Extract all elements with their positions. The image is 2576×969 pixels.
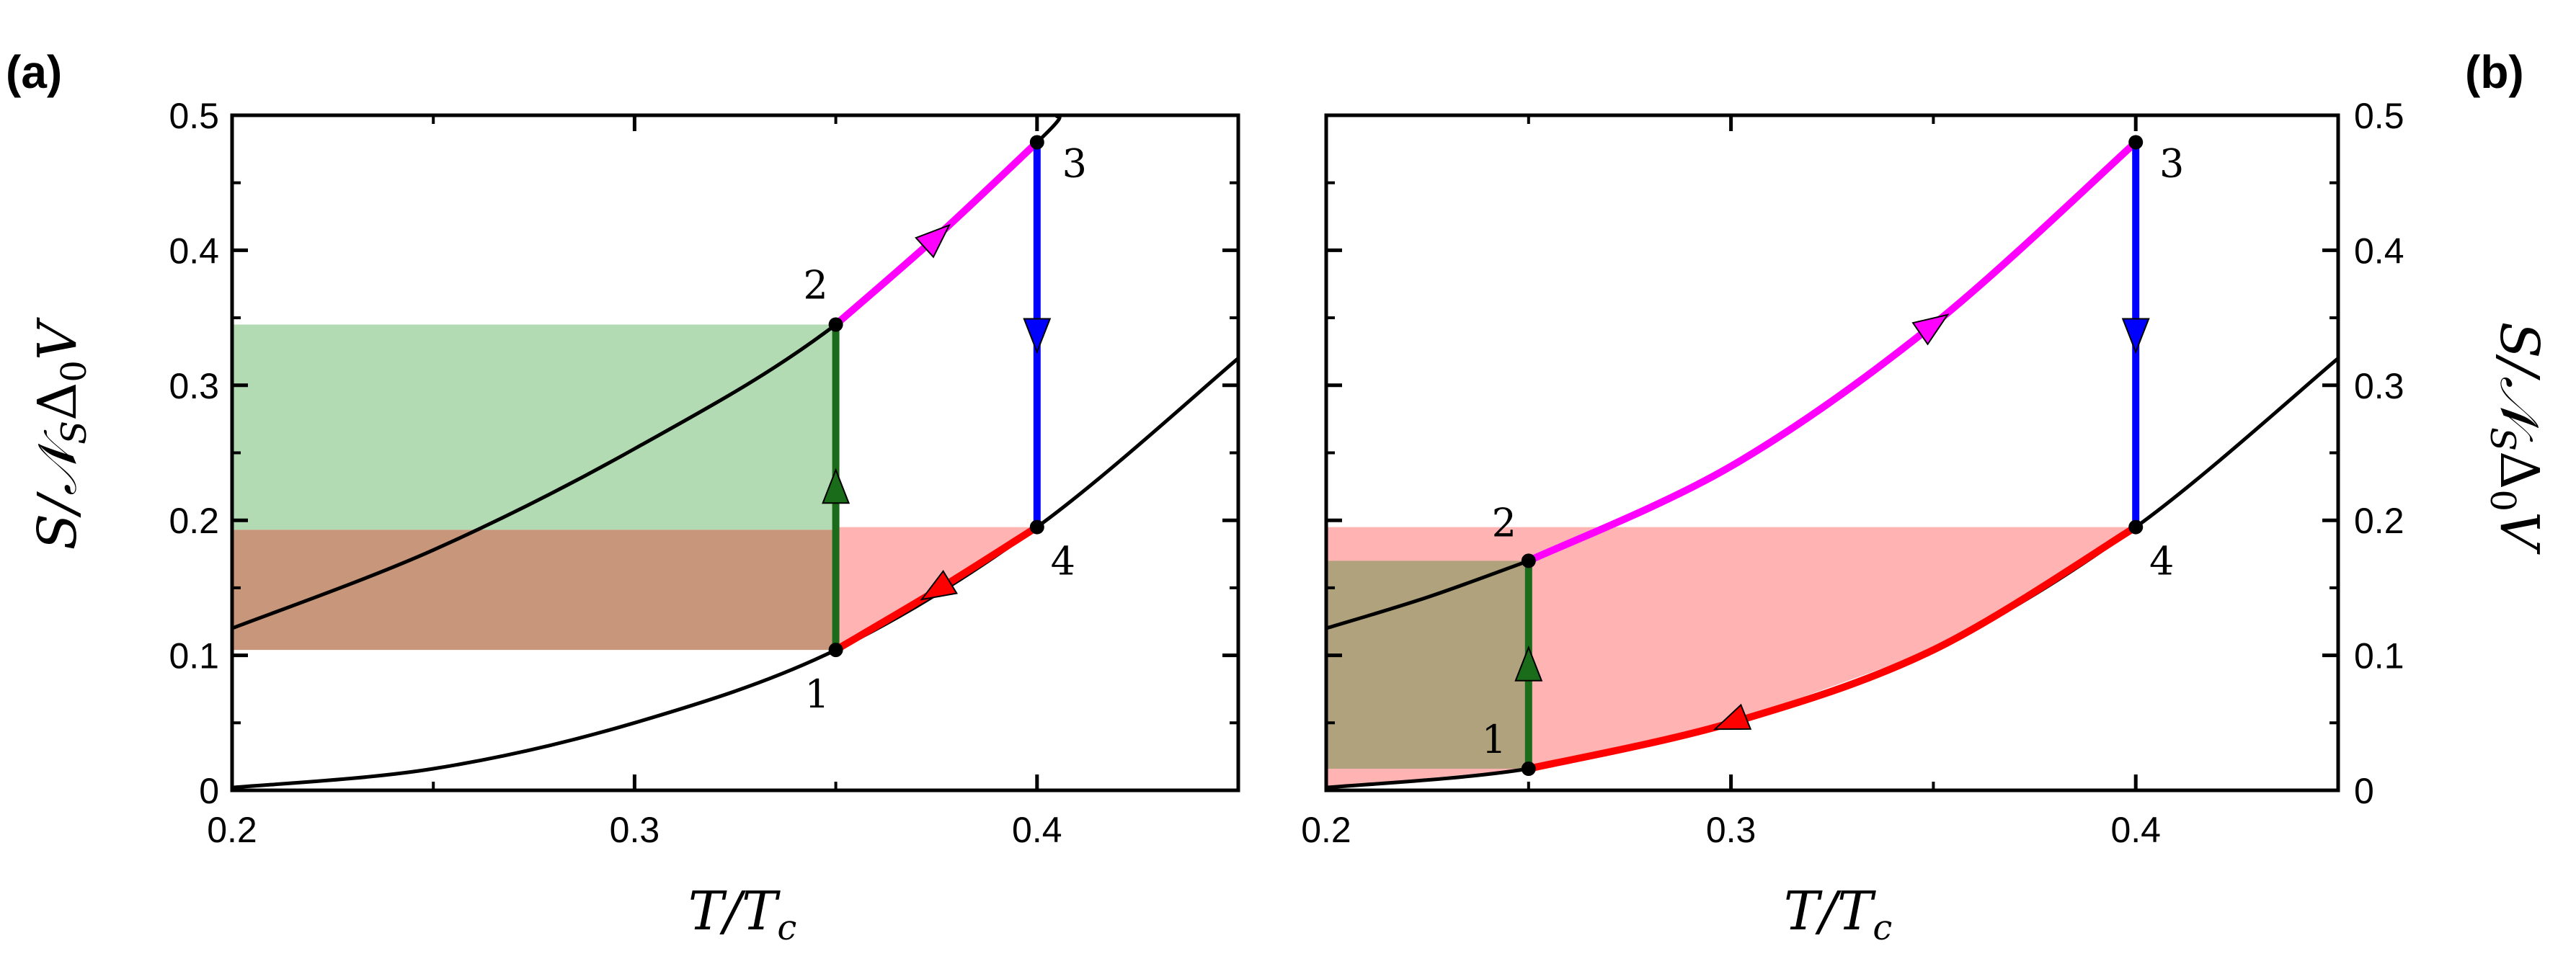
panel-a-y-tick-label: 0.3 <box>169 366 219 406</box>
y-label-v: V <box>2488 512 2550 555</box>
panel-a-y-tick-label: 0.1 <box>169 636 219 676</box>
y-label-main: S/𝒩 <box>2488 322 2550 443</box>
panel-a-state-point-1 <box>828 643 843 658</box>
y-label-sub2: 0 <box>2482 489 2523 512</box>
x-label-main: T/T <box>1784 880 1876 942</box>
panel-a-x-tick-label: 0.4 <box>1012 810 1062 850</box>
panel-b-x-tick-label: 0.4 <box>2110 810 2161 850</box>
y-label-sub: S <box>54 421 94 445</box>
panel-a-x-tick-label: 0.3 <box>610 810 660 850</box>
panel-b-point-label-3: 3 <box>2159 140 2184 186</box>
panel-b-arrow-1-2 <box>1514 645 1543 682</box>
panel-b-cycle-segment-2-3 <box>1524 138 2140 565</box>
panel-b-x-tick-label: 0.2 <box>1301 810 1351 850</box>
panel-b-point-label-1: 1 <box>1482 717 1506 762</box>
panel-a-x-tick-label: 0.2 <box>207 810 257 850</box>
panel-a-point-label-4: 4 <box>1051 539 1075 584</box>
y-label-v: V <box>27 317 89 360</box>
panel-a-plot-area <box>232 115 1238 790</box>
panel-a-arrow-4-1 <box>920 570 958 601</box>
panel-b-curve-2 <box>1326 559 1529 630</box>
x-label-main: T/T <box>688 880 781 942</box>
panel-a-y-tick-label: 0 <box>199 771 219 811</box>
y-label-delta: Δ <box>27 383 89 421</box>
panel-b-y-tick-label: 0.1 <box>2354 636 2404 676</box>
panel-b-point-label-4: 4 <box>2149 539 2174 584</box>
panel-b-state-point-2 <box>1521 553 1536 568</box>
panel-b-y-tick-label: 0.5 <box>2354 96 2404 136</box>
panel-a-point-label-2: 2 <box>803 262 827 308</box>
panel-a-y-tick-label: 0.2 <box>169 501 219 541</box>
panel-b-y-axis-label: S/𝒩SΔ0V <box>2482 322 2550 555</box>
panel-b-state-point-1 <box>1521 762 1536 777</box>
panel-a-state-point-3 <box>1029 135 1044 150</box>
panel-a-shaded-region-2 <box>232 530 836 651</box>
panel-b-point-label-2: 2 <box>1492 500 1516 545</box>
panel-a-arrow-2-3 <box>915 223 951 259</box>
panel-b-state-point-3 <box>2128 135 2144 150</box>
panel-a: 1 2 3 4 0.2 0.3 0.4 0 0.1 0.2 0.3 0.4 0.5 <box>169 96 1240 850</box>
panel-b-y-tick-label: 0.3 <box>2354 366 2404 406</box>
panel-a-label: (a) <box>6 46 62 98</box>
panel-b-arrow-2-3 <box>1911 313 1950 346</box>
panel-b-state-point-4 <box>2128 519 2144 535</box>
panel-b-cycle-segment-4-1 <box>1524 523 2140 773</box>
panel-a-point-label-3: 3 <box>1062 140 1087 186</box>
y-label-delta: Δ <box>2488 451 2550 489</box>
panel-b-label: (b) <box>2465 46 2524 98</box>
panel-b: 1 2 3 4 0.2 0.3 0.4 0 0.1 0.2 0.3 0.4 0.5 <box>1301 96 2404 850</box>
panel-b-plot-area <box>1326 138 2338 790</box>
panel-a-curve-1 <box>232 357 1238 790</box>
panel-a-y-tick-label: 0.4 <box>169 231 219 271</box>
panel-b-y-tick-label: 0.4 <box>2354 231 2404 271</box>
panel-b-x-tick-label: 0.3 <box>1706 810 1756 850</box>
x-label-sub: c <box>1873 908 1892 948</box>
panel-a-x-axis-label: T/Tc <box>688 880 797 948</box>
panel-a-shaded-region-1 <box>232 324 836 530</box>
y-label-main: S/𝒩 <box>27 429 89 550</box>
panel-b-arrow-3-4 <box>2121 318 2150 354</box>
panel-b-y-tick-label: 0 <box>2354 771 2374 811</box>
y-label-sub2: 0 <box>54 360 94 383</box>
panel-a-y-tick-label: 0.5 <box>169 96 219 136</box>
panel-a-arrow-3-4 <box>1023 318 1052 354</box>
panel-a-state-point-2 <box>828 317 843 332</box>
y-label-sub: S <box>2482 427 2523 451</box>
panel-b-arrow-4-1 <box>1713 703 1752 731</box>
x-label-sub: c <box>777 908 796 948</box>
panel-a-arrow-1-2 <box>822 468 850 504</box>
panel-a-point-label-1: 1 <box>804 671 829 717</box>
panel-a-state-point-4 <box>1029 519 1044 535</box>
panel-b-y-tick-label: 0.2 <box>2354 501 2404 541</box>
panel-b-x-axis-label: T/Tc <box>1784 880 1893 948</box>
panel-a-y-axis-label: S/𝒩SΔ0V <box>27 317 94 550</box>
